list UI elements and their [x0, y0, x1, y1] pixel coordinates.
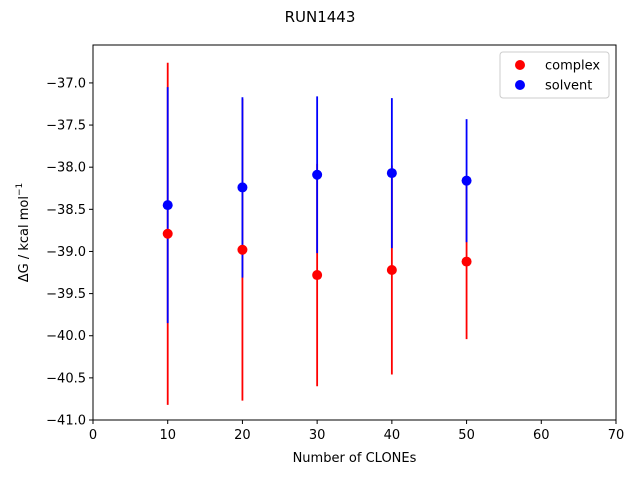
y-tick-label: −40.5 [46, 371, 86, 386]
solvent-point [312, 169, 323, 180]
error-bars [166, 62, 468, 405]
plot-frame [92, 44, 617, 421]
solvent-legend-marker [515, 80, 525, 90]
y-tick-label: −41.0 [46, 414, 86, 429]
y-axis-label-main: ΔG / kcal mol [17, 196, 32, 282]
solvent-point [162, 200, 173, 211]
x-tick-label: 70 [608, 428, 625, 443]
complex-point [386, 265, 397, 275]
y-axis-label: ΔG / kcal mol−1 [15, 183, 32, 283]
x-tick-label: 10 [159, 428, 176, 443]
complex-point [312, 270, 323, 281]
y-tick-label: −39.5 [46, 287, 86, 302]
chart-title: RUN1443 [285, 8, 356, 26]
x-tick-label: 50 [458, 428, 475, 443]
solvent-legend-label: solvent [545, 79, 592, 94]
complex-legend-label: complex [545, 59, 600, 74]
x-axis-ticks: 0 10 20 30 40 50 60 70 [89, 420, 624, 443]
y-axis-label-superscript: −1 [15, 183, 25, 196]
complex-point [461, 256, 472, 267]
solvent-point [386, 168, 397, 179]
data-points [162, 168, 472, 281]
x-tick-label: 30 [309, 428, 326, 443]
solvent-point [237, 182, 248, 193]
complex-point [237, 244, 248, 255]
y-tick-label: −40.0 [46, 329, 86, 344]
y-axis-ticks: −41.0 −40.5 −40.0 −39.5 −39.0 −38.5 −38.0 −37.5… [46, 76, 93, 429]
y-tick-label: −38.5 [46, 203, 86, 218]
y-tick-label: −37.0 [46, 76, 86, 91]
x-tick-label: 60 [533, 428, 550, 443]
solvent-point [461, 175, 472, 186]
x-axis-label: Number of CLONEs [293, 451, 417, 466]
y-tick-label: −37.5 [46, 119, 86, 134]
complex-legend-marker [515, 60, 525, 70]
y-tick-label: −38.0 [46, 161, 86, 176]
x-tick-label: 20 [234, 428, 251, 443]
x-tick-label: 0 [89, 428, 97, 443]
legend-box [499, 51, 610, 99]
y-tick-label: −39.0 [46, 245, 86, 260]
complex-point [162, 228, 173, 239]
legend: complex solvent [499, 51, 610, 99]
x-tick-label: 40 [384, 428, 401, 443]
